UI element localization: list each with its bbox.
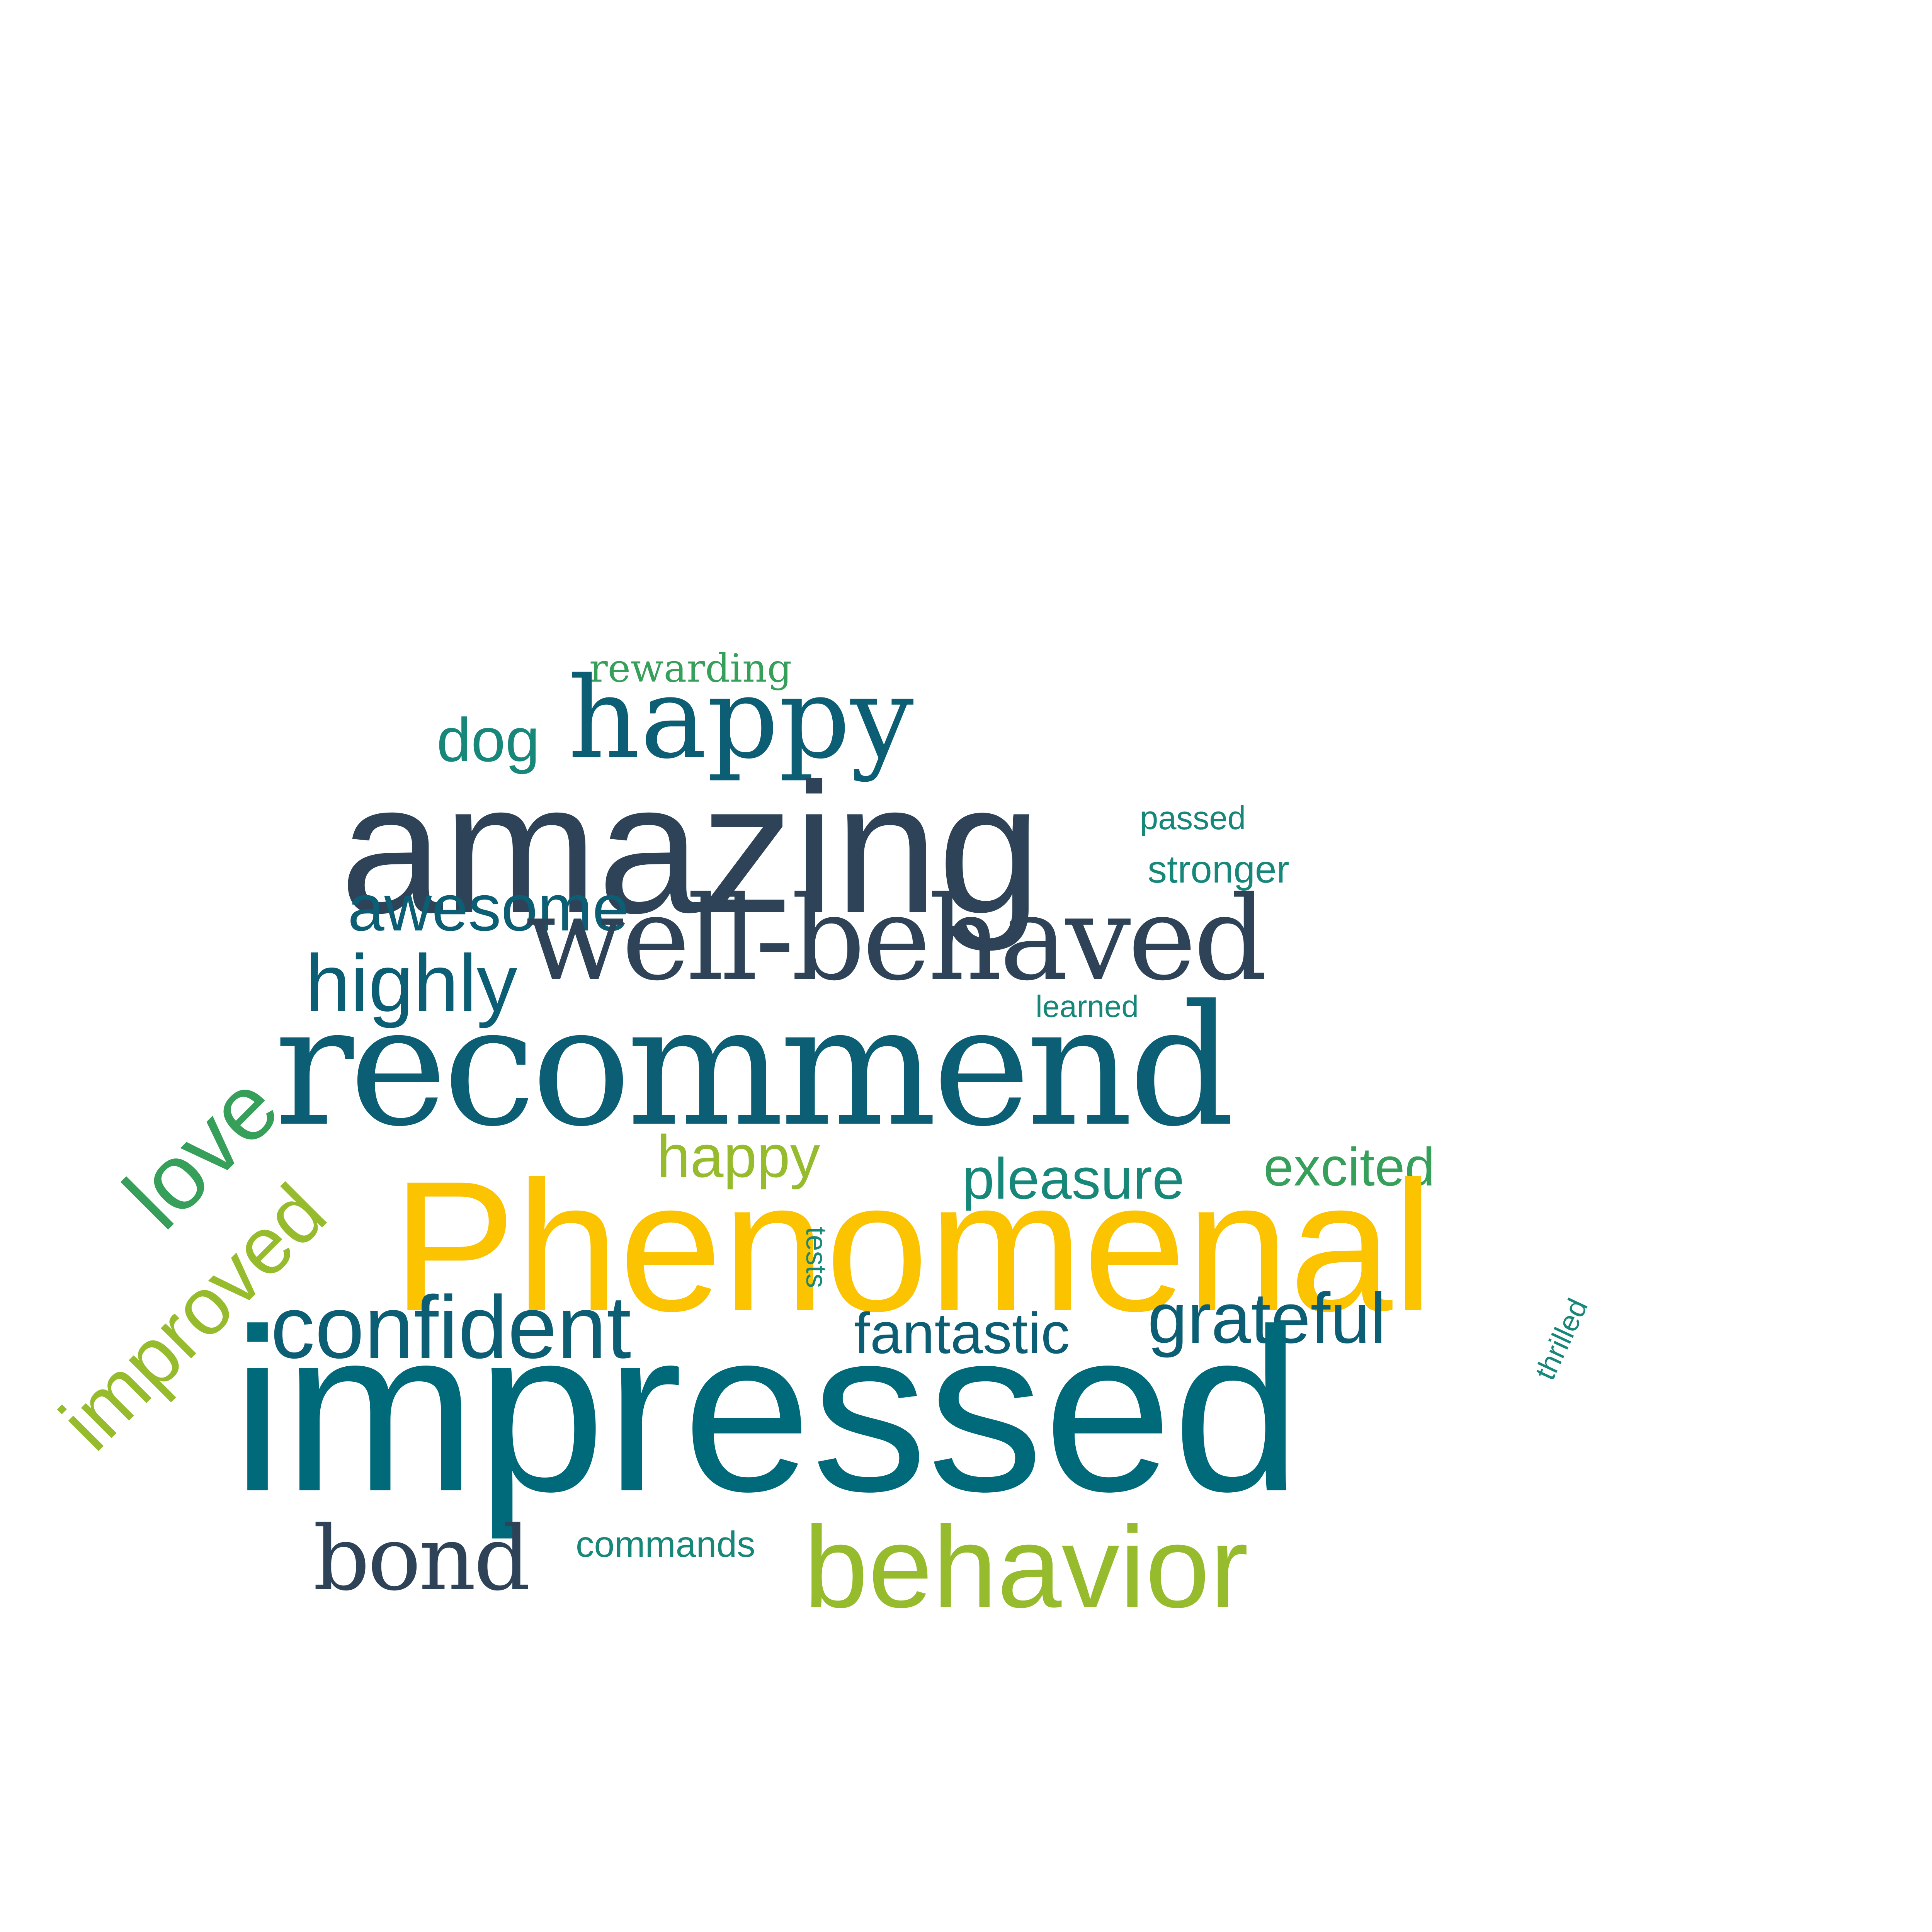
word-phenomenal: Phenomenal (392, 1142, 1434, 1350)
word-awesome: awesome (348, 871, 629, 945)
word-happy-serif: happy (568, 653, 914, 784)
word-well-behaved: well-behaved (526, 871, 1267, 1006)
word-bond: bond (313, 1507, 531, 1611)
word-amazing: amazing (340, 744, 1041, 952)
word-pleasure: pleasure (962, 1146, 1185, 1211)
word-impressed: impressed (232, 1281, 1301, 1540)
word-highly: highly (305, 938, 517, 1029)
word-rewarding: rewarding (589, 646, 792, 691)
word-happy-sans: happy (657, 1123, 820, 1190)
word-behavior: behavior (804, 1502, 1248, 1632)
word-dog: dog (437, 705, 540, 774)
word-grateful: grateful (1148, 1279, 1386, 1358)
word-excited: excited (1264, 1136, 1435, 1197)
word-commands: commands (576, 1524, 755, 1565)
word-passed: passed (1140, 800, 1246, 837)
word-thrilled: thrilled (1528, 1293, 1594, 1385)
word-tests: tests (800, 1227, 833, 1288)
word-stronger: stronger (1148, 848, 1289, 891)
word-recommend: recommend (274, 970, 1235, 1163)
word-fantastic: fantastic (854, 1301, 1070, 1366)
word-learned: learned (1036, 989, 1139, 1024)
word-confident: confident (270, 1277, 631, 1377)
